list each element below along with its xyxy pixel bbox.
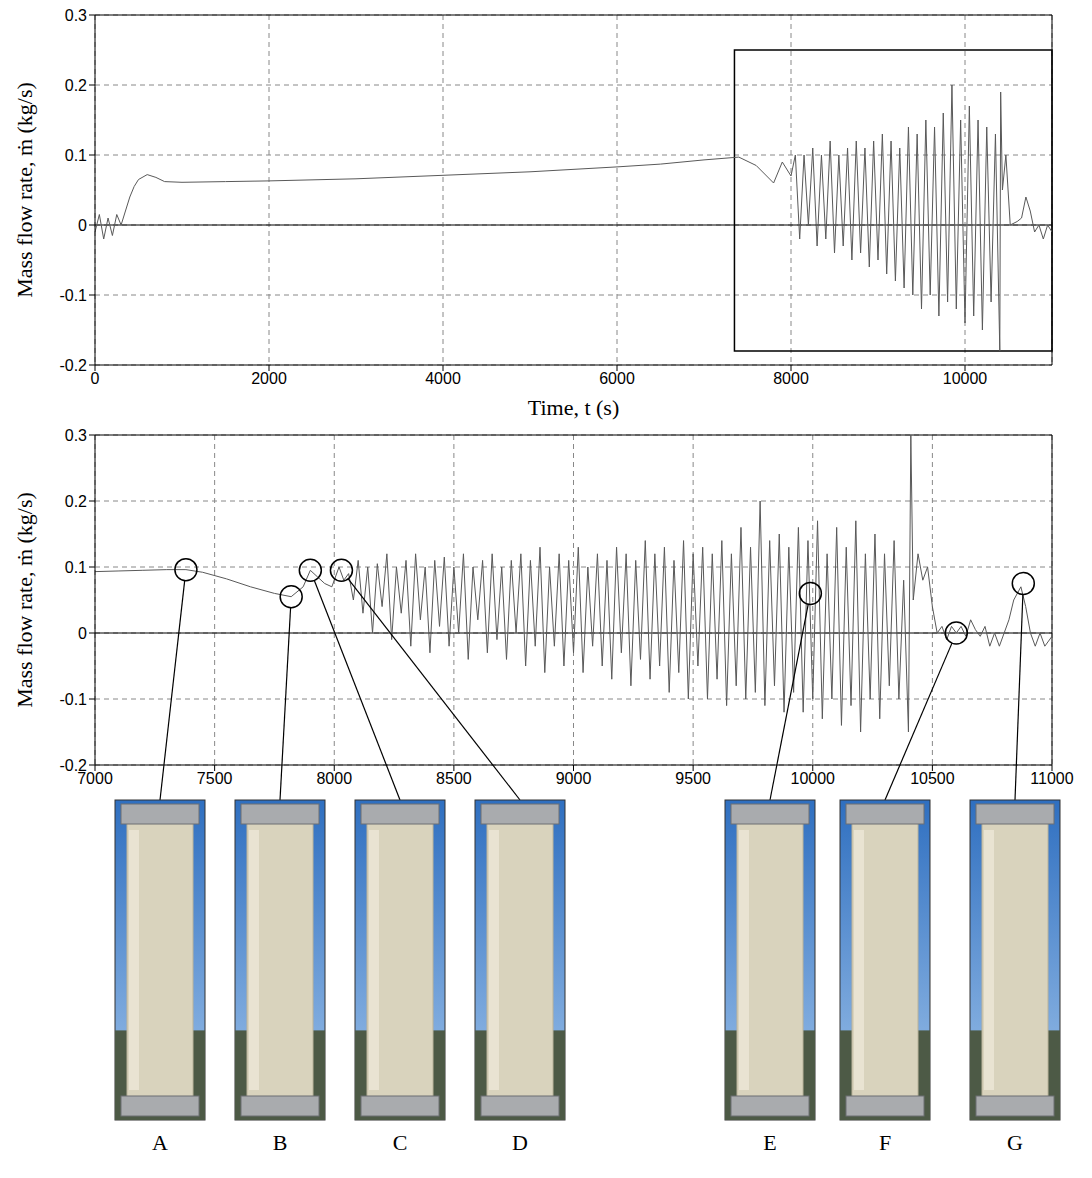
svg-text:G: G <box>1007 1130 1023 1155</box>
svg-text:-0.2: -0.2 <box>59 757 87 774</box>
svg-text:A: A <box>152 1130 168 1155</box>
svg-text:0.1: 0.1 <box>65 147 87 164</box>
svg-text:Time, t (s): Time, t (s) <box>528 395 619 420</box>
svg-text:0.2: 0.2 <box>65 493 87 510</box>
svg-text:11000: 11000 <box>1030 770 1073 787</box>
svg-text:D: D <box>512 1130 528 1155</box>
svg-text:-0.2: -0.2 <box>59 357 87 374</box>
svg-text:7000: 7000 <box>77 770 113 788</box>
svg-text:0: 0 <box>78 217 87 234</box>
svg-text:4000: 4000 <box>425 370 461 387</box>
svg-text:10000: 10000 <box>943 370 988 387</box>
svg-text:2000: 2000 <box>251 370 287 387</box>
svg-text:0.3: 0.3 <box>65 7 87 24</box>
svg-text:C: C <box>393 1130 408 1155</box>
svg-text:9000: 9000 <box>556 770 592 787</box>
svg-text:0.2: 0.2 <box>65 77 87 94</box>
svg-text:0: 0 <box>78 625 87 642</box>
svg-text:-0.1: -0.1 <box>59 287 87 304</box>
svg-text:E: E <box>763 1130 776 1155</box>
svg-text:0: 0 <box>91 370 100 387</box>
svg-text:8500: 8500 <box>436 770 472 787</box>
svg-text:8000: 8000 <box>773 370 809 387</box>
svg-text:B: B <box>273 1130 288 1155</box>
svg-text:8000: 8000 <box>316 770 352 787</box>
svg-text:-0.1: -0.1 <box>59 691 87 708</box>
svg-text:9500: 9500 <box>675 770 711 787</box>
svg-text:F: F <box>879 1130 891 1155</box>
svg-text:6000: 6000 <box>599 370 635 387</box>
svg-text:Mass flow rate, ṁ (kg/s): Mass flow rate, ṁ (kg/s) <box>12 492 37 708</box>
svg-text:10500: 10500 <box>910 770 955 787</box>
svg-text:7500: 7500 <box>197 770 233 787</box>
svg-text:10000: 10000 <box>791 770 836 787</box>
svg-text:0.1: 0.1 <box>65 559 87 576</box>
svg-text:0.3: 0.3 <box>65 427 87 444</box>
svg-text:Mass flow rate, ṁ (kg/s): Mass flow rate, ṁ (kg/s) <box>12 82 37 298</box>
